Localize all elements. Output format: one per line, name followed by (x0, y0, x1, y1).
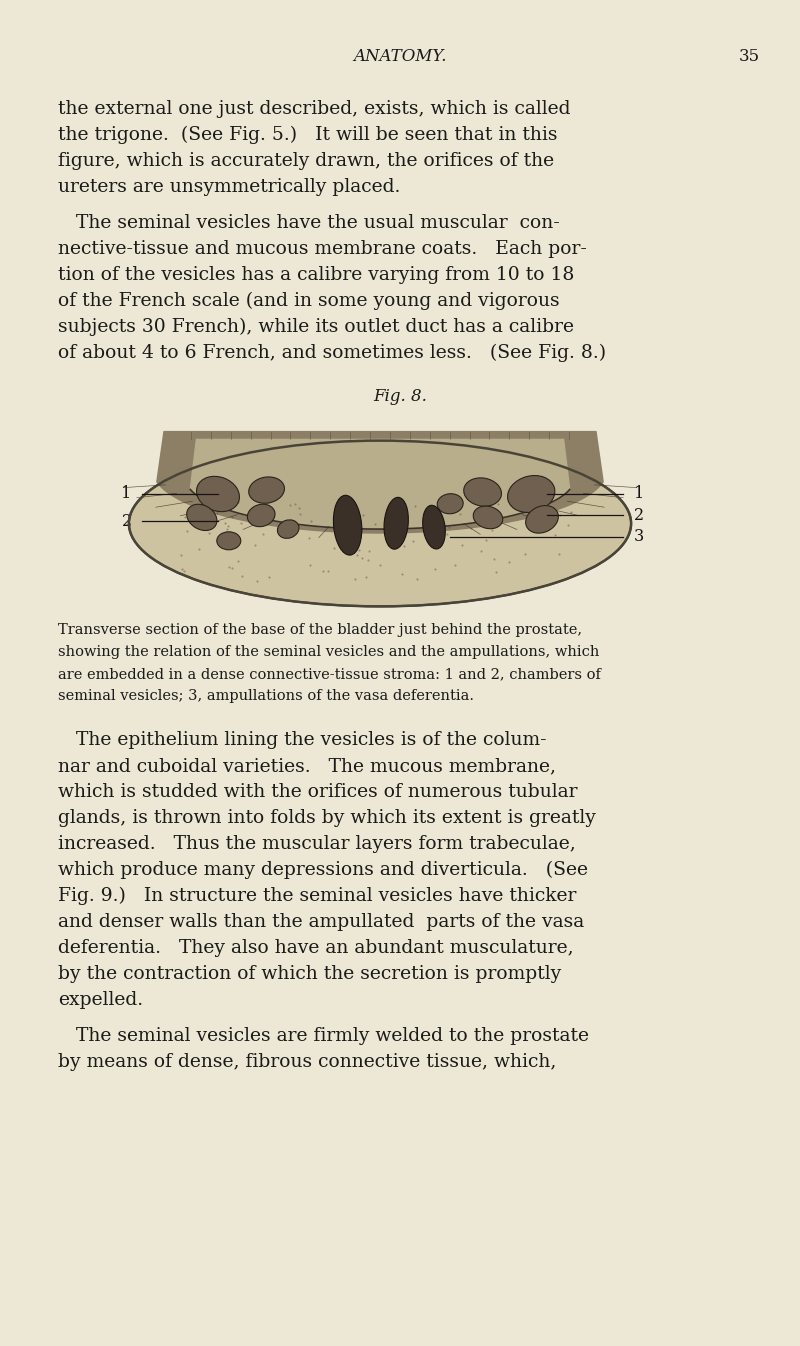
Text: by means of dense, fibrous connective tissue, which,: by means of dense, fibrous connective ti… (58, 1053, 556, 1071)
Ellipse shape (526, 506, 558, 533)
Text: 2: 2 (634, 507, 644, 524)
Text: subjects 30 French), while its outlet duct has a calibre: subjects 30 French), while its outlet du… (58, 318, 574, 336)
Text: increased.   Thus the muscular layers form trabeculae,: increased. Thus the muscular layers form… (58, 835, 576, 853)
Ellipse shape (278, 520, 299, 538)
Text: the trigone.  (See Fig. 5.)   It will be seen that in this: the trigone. (See Fig. 5.) It will be se… (58, 127, 558, 144)
Text: Fig. 8.: Fig. 8. (373, 388, 427, 405)
Text: expelled.: expelled. (58, 991, 143, 1010)
Ellipse shape (186, 505, 217, 530)
Ellipse shape (507, 475, 555, 513)
Ellipse shape (197, 476, 239, 511)
Text: are embedded in a dense connective-tissue stroma: 1 and 2, chambers of: are embedded in a dense connective-tissu… (58, 668, 601, 681)
Text: the external one just described, exists, which is called: the external one just described, exists,… (58, 100, 570, 118)
Ellipse shape (334, 495, 362, 555)
Text: The epithelium lining the vesicles is of the colum-: The epithelium lining the vesicles is of… (58, 731, 546, 748)
Text: by the contraction of which the secretion is promptly: by the contraction of which the secretio… (58, 965, 562, 983)
Text: ANATOMY.: ANATOMY. (354, 48, 446, 65)
Text: The seminal vesicles have the usual muscular  con-: The seminal vesicles have the usual musc… (58, 214, 560, 232)
Text: glands, is thrown into folds by which its extent is greatly: glands, is thrown into folds by which it… (58, 809, 596, 826)
Text: showing the relation of the seminal vesicles and the ampullations, which: showing the relation of the seminal vesi… (58, 645, 599, 660)
Ellipse shape (422, 505, 446, 549)
Ellipse shape (247, 505, 275, 526)
Text: 35: 35 (739, 48, 760, 65)
Text: and denser walls than the ampullated  parts of the vasa: and denser walls than the ampullated par… (58, 913, 584, 931)
Text: nar and cuboidal varieties.   The mucous membrane,: nar and cuboidal varieties. The mucous m… (58, 756, 556, 775)
Text: ureters are unsymmetrically placed.: ureters are unsymmetrically placed. (58, 178, 400, 197)
Text: seminal vesicles; 3, ampullations of the vasa deferentia.: seminal vesicles; 3, ampullations of the… (58, 689, 474, 703)
Text: which produce many depressions and diverticula.   (See: which produce many depressions and diver… (58, 861, 588, 879)
Text: Fig. 9.)   In structure the seminal vesicles have thicker: Fig. 9.) In structure the seminal vesicl… (58, 887, 576, 906)
Ellipse shape (384, 497, 408, 549)
Text: 2: 2 (122, 513, 131, 530)
Text: of about 4 to 6 French, and sometimes less.   (See Fig. 8.): of about 4 to 6 French, and sometimes le… (58, 345, 606, 362)
Ellipse shape (474, 506, 502, 529)
Ellipse shape (464, 478, 502, 506)
Text: Transverse section of the base of the bladder just behind the prostate,: Transverse section of the base of the bl… (58, 623, 582, 637)
Text: which is studded with the orifices of numerous tubular: which is studded with the orifices of nu… (58, 783, 578, 801)
Text: 1: 1 (122, 486, 131, 502)
Text: figure, which is accurately drawn, the orifices of the: figure, which is accurately drawn, the o… (58, 152, 554, 170)
Ellipse shape (249, 476, 285, 503)
Text: 3: 3 (634, 529, 644, 545)
Text: nective-tissue and mucous membrane coats.   Each por-: nective-tissue and mucous membrane coats… (58, 240, 587, 258)
Text: 1: 1 (634, 486, 644, 502)
Ellipse shape (129, 440, 631, 607)
Polygon shape (190, 439, 570, 529)
Text: of the French scale (and in some young and vigorous: of the French scale (and in some young a… (58, 292, 560, 310)
Ellipse shape (438, 494, 463, 514)
Text: tion of the vesicles has a calibre varying from 10 to 18: tion of the vesicles has a calibre varyi… (58, 267, 574, 284)
Ellipse shape (217, 532, 241, 549)
Text: The seminal vesicles are firmly welded to the prostate: The seminal vesicles are firmly welded t… (58, 1027, 589, 1044)
Polygon shape (157, 432, 603, 533)
Text: deferentia.   They also have an abundant musculature,: deferentia. They also have an abundant m… (58, 940, 574, 957)
